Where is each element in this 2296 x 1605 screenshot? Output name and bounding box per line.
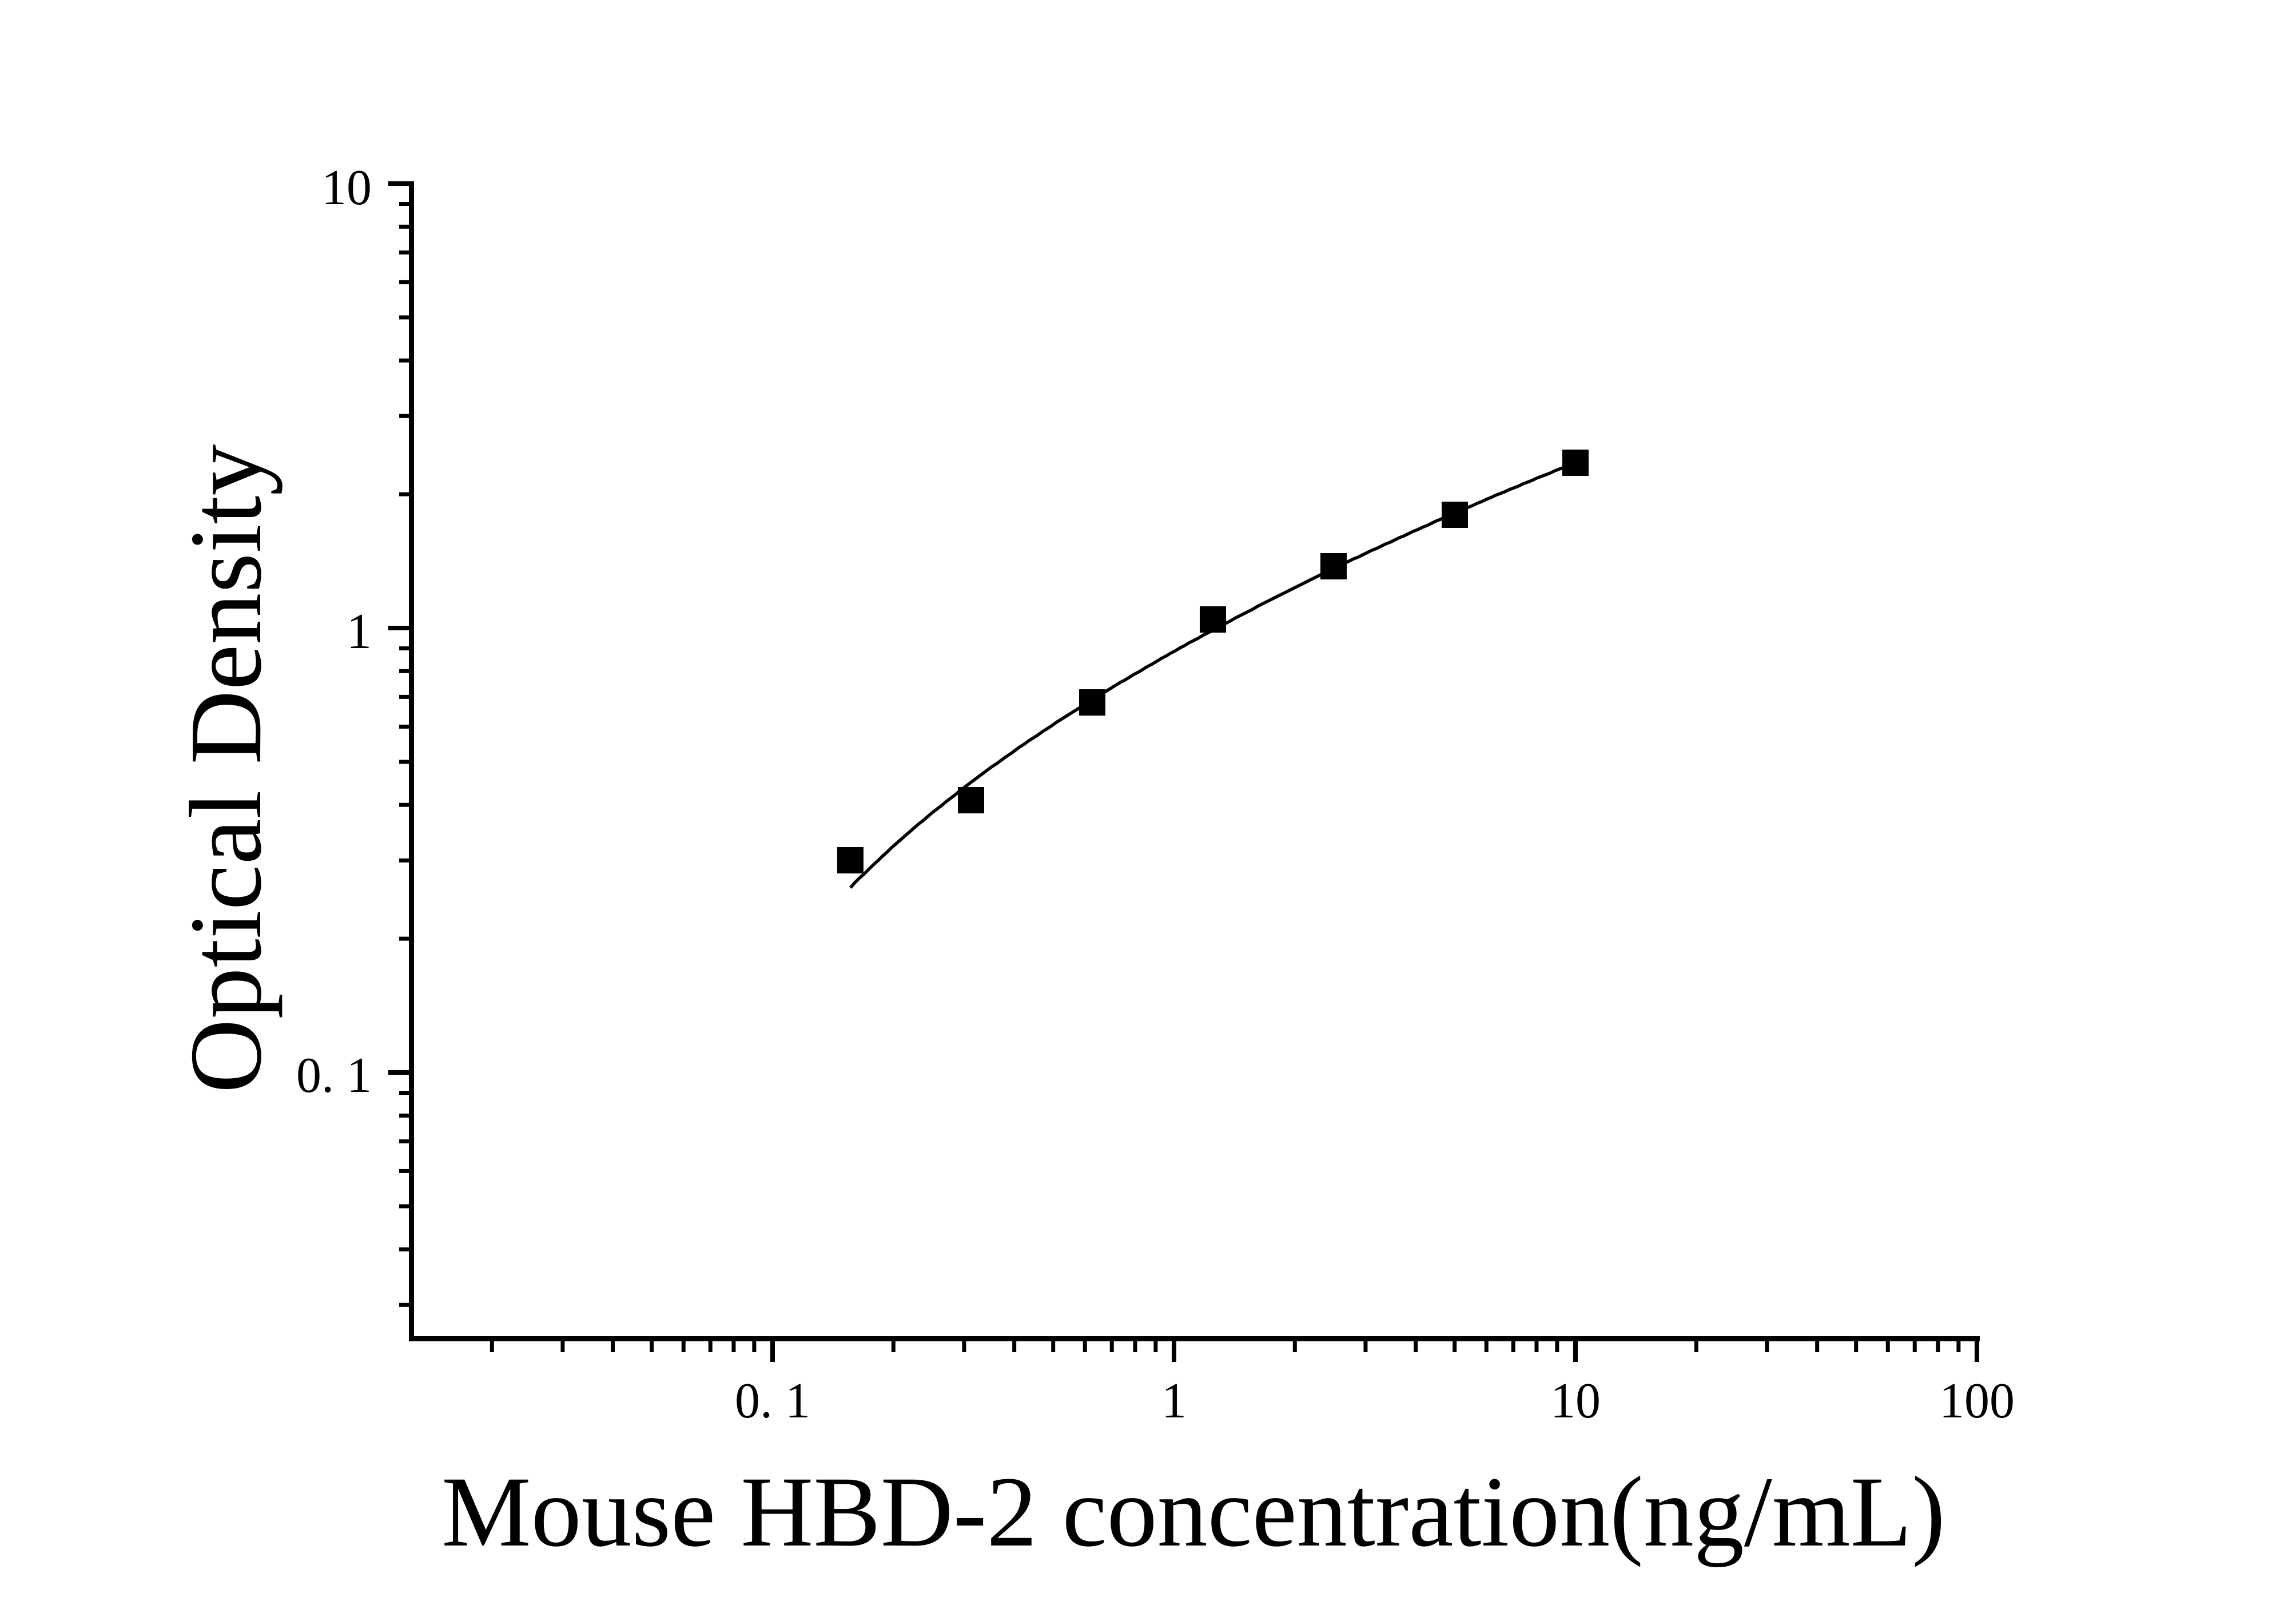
svg-text:Optical Density: Optical Density: [169, 444, 282, 1094]
svg-text:10: 10: [1550, 1373, 1601, 1429]
svg-text:1: 1: [1161, 1373, 1187, 1429]
svg-text:100: 100: [1939, 1373, 2015, 1429]
svg-text:0. 1: 0. 1: [735, 1373, 810, 1429]
svg-text:Mouse HBD-2 concentration(ng/m: Mouse HBD-2 concentration(ng/mL): [441, 1456, 1945, 1568]
svg-text:10: 10: [321, 160, 372, 216]
svg-text:0. 1: 0. 1: [296, 1048, 372, 1103]
svg-text:1: 1: [347, 604, 372, 660]
